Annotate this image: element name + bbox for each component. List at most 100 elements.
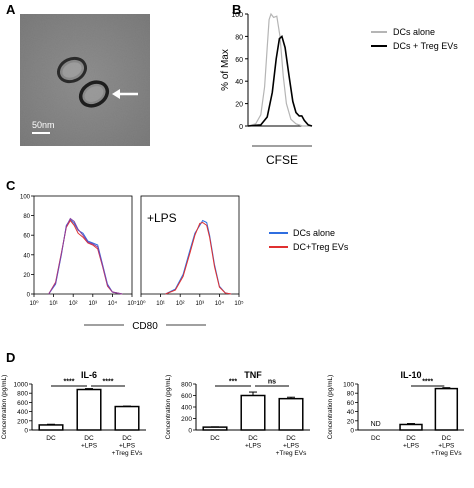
bar-il6-1 <box>76 388 102 431</box>
y-axis-label: Concentration (pg/mL) <box>1 375 8 440</box>
x-tick-label: 10¹ <box>156 301 165 307</box>
y-tick-label: 40 <box>235 79 243 86</box>
y-tick-label: 400 <box>181 405 192 412</box>
y-tick-label: 40 <box>23 253 30 259</box>
x-axis-label: CFSE <box>266 153 298 167</box>
bar-il10-2 <box>434 387 459 431</box>
category-label: DC <box>210 435 220 442</box>
legend-label-c-1: DC+Treg EVs <box>293 242 349 252</box>
category-label: DC <box>442 435 452 442</box>
x-tick-label: 10⁴ <box>215 300 225 307</box>
y-tick-label: 0 <box>188 428 192 435</box>
chart-title: TNF <box>244 370 262 380</box>
category-label: DC <box>84 435 94 442</box>
y-tick-label: 20 <box>347 418 355 425</box>
panel-label-a: A <box>6 2 16 17</box>
x-tick-label: 10³ <box>195 301 204 307</box>
arrow-icon <box>112 89 138 99</box>
y-tick-label: 20 <box>235 102 243 109</box>
plot-frame <box>140 195 240 295</box>
y-tick-label: 100 <box>20 195 31 201</box>
y-tick-label: 60 <box>235 57 243 64</box>
category-label: DC <box>248 435 258 442</box>
category-label: DC <box>406 435 416 442</box>
category-label: DC <box>122 435 132 442</box>
y-tick-label: 80 <box>347 391 355 398</box>
y-tick-label: 200 <box>181 416 192 423</box>
y-tick-label: 0 <box>27 293 31 299</box>
y-tick-label: 100 <box>343 382 354 389</box>
y-axis-label: Concentration (pg/mL) <box>327 375 334 440</box>
electron-micrograph: 50nm <box>20 14 150 146</box>
x-tick-label: 10² <box>69 301 78 307</box>
histogram-line-cd80-right-1 <box>165 221 232 295</box>
legend-label-1: DCs + Treg EVs <box>393 41 458 51</box>
y-tick-label: 0 <box>239 124 243 131</box>
bar-il6-0 <box>38 424 64 431</box>
y-tick-label: 60 <box>23 234 30 240</box>
bar-il10-1 <box>399 423 423 431</box>
category-label: +LPS <box>283 443 300 450</box>
x-tick-label: 10³ <box>88 301 97 307</box>
chart-title: IL-6 <box>81 370 97 380</box>
y-tick-label: 600 <box>17 400 28 407</box>
y-tick-label: 60 <box>347 400 355 407</box>
vesicle-outline <box>56 56 88 84</box>
legend-label-c-0: DCs alone <box>293 228 335 238</box>
y-tick-label: 200 <box>17 418 28 425</box>
category-label: +LPS <box>81 443 98 450</box>
significance-label: *** <box>229 379 237 386</box>
bar-tnf-0 <box>202 426 228 431</box>
x-tick-label: 10⁵ <box>234 300 244 307</box>
y-tick-label: 600 <box>181 393 192 400</box>
bar-tnf-1 <box>240 394 266 431</box>
y-tick-label: 20 <box>23 273 30 279</box>
histogram-line-cd80-left-2 <box>48 217 123 295</box>
bar-tnf-2 <box>278 397 304 431</box>
significance-label: **** <box>64 379 75 386</box>
plot-frame <box>33 195 133 295</box>
category-label: +Treg EVs <box>276 450 307 457</box>
significance-label: **** <box>422 379 433 386</box>
y-axis-label: % of Max <box>220 49 231 91</box>
category-label: +LPS <box>403 443 420 450</box>
histogram-line-0 <box>247 12 312 127</box>
x-tick-label: 10² <box>176 301 185 307</box>
panel-label-d: D <box>6 350 16 365</box>
y-tick-label: 1000 <box>14 382 29 389</box>
y-tick-label: 80 <box>235 34 243 41</box>
histogram-line-cd80-left-1 <box>48 219 123 295</box>
y-tick-label: 80 <box>23 214 30 220</box>
category-label: +LPS <box>438 443 455 450</box>
histogram-line-cd80-right-0 <box>165 219 232 295</box>
scale-bar-label: 50nm <box>32 120 55 130</box>
plot-annotation: +LPS <box>147 211 177 225</box>
category-label: DC <box>46 435 56 442</box>
y-tick-label: 400 <box>17 409 28 416</box>
vesicle-outline <box>78 80 110 108</box>
category-label: DC <box>371 435 381 442</box>
category-label: +LPS <box>245 443 262 450</box>
y-tick-label: 0 <box>24 428 28 435</box>
panel-label-b: B <box>232 2 242 17</box>
micrograph-image: 50nm <box>20 14 150 146</box>
not-detected-label: ND <box>371 421 381 428</box>
bar-il6-2 <box>114 405 140 431</box>
y-tick-label: 40 <box>347 409 355 416</box>
category-label: +Treg EVs <box>112 450 143 457</box>
significance-label: ns <box>268 379 276 386</box>
x-tick-label: 10⁰ <box>136 300 146 307</box>
category-label: +LPS <box>119 443 136 450</box>
x-tick-label: 10¹ <box>49 301 58 307</box>
y-axis-label: Concentration (pg/mL) <box>165 375 172 440</box>
y-tick-label: 800 <box>181 382 192 389</box>
category-label: DC <box>286 435 296 442</box>
x-tick-label: 10⁰ <box>29 300 39 307</box>
panel-label-c: C <box>6 178 16 193</box>
y-tick-label: 100 <box>231 12 243 19</box>
x-axis-label-cd80: CD80 <box>132 321 158 332</box>
legend-label-0: DCs alone <box>393 27 435 37</box>
y-tick-label: 800 <box>17 391 28 398</box>
category-label: +Treg EVs <box>431 450 462 457</box>
